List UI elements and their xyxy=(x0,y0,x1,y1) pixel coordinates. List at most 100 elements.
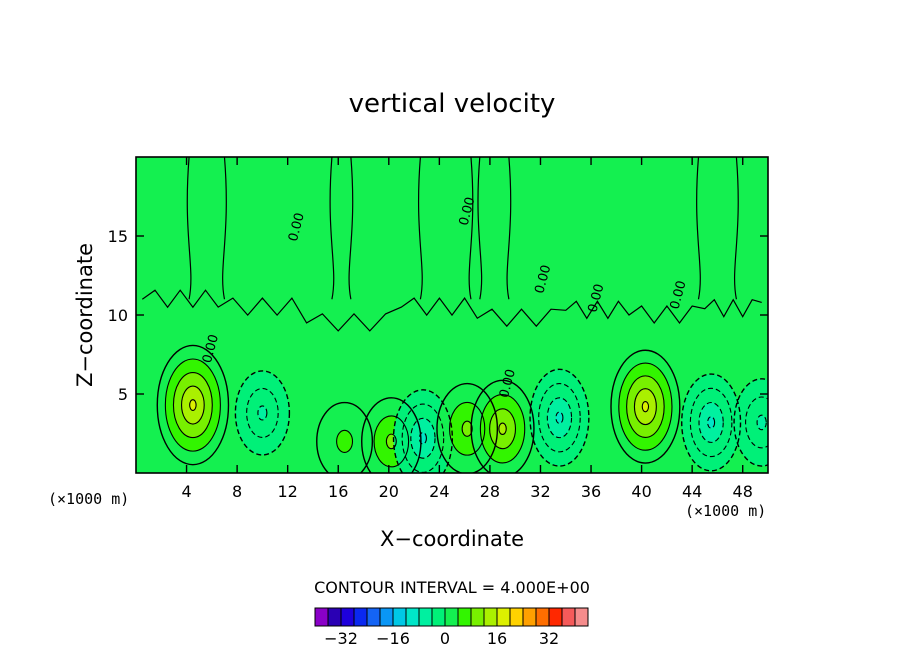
contour-line xyxy=(461,420,473,437)
y-tick-label: 10 xyxy=(108,306,128,325)
field-feature-downdraft xyxy=(393,389,453,473)
colorbar-tick-label: −16 xyxy=(376,629,410,648)
contour-fill xyxy=(498,423,507,435)
contour-line xyxy=(234,370,291,456)
colorbar-cell xyxy=(353,607,368,627)
contour-fill xyxy=(189,399,197,411)
colorbar-tick-label: 0 xyxy=(440,629,450,648)
colorbar-cell xyxy=(522,607,537,627)
x-axis-ticks: 4 8 12 16 20 24 28 32 36 40 44 48 xyxy=(181,157,753,501)
colorbar-cell xyxy=(561,607,576,627)
contour-line xyxy=(618,362,673,451)
colorbar-cell xyxy=(444,607,459,627)
field-feature-downdraft xyxy=(235,370,290,455)
plume-contour xyxy=(329,157,354,300)
zero-label: 0.00 xyxy=(286,211,308,243)
contour-line xyxy=(689,387,733,458)
contour-line xyxy=(172,372,213,439)
contour-line xyxy=(449,401,486,456)
x-unit-right: (×1000 m) xyxy=(685,502,766,520)
x-axis-label: X−coordinate xyxy=(380,527,524,551)
zero-label: 0.00 xyxy=(532,263,554,295)
contour-line xyxy=(181,385,205,425)
contour-fill xyxy=(462,421,473,437)
x-tick-label: 24 xyxy=(429,482,449,501)
colorbar-cell xyxy=(483,607,498,627)
contour-line xyxy=(361,397,422,473)
contour-line xyxy=(489,408,517,450)
contour-line xyxy=(373,415,410,468)
colorbar-cell xyxy=(548,607,563,627)
contour-line xyxy=(698,401,724,443)
contour-line xyxy=(529,368,590,467)
contour-line xyxy=(246,387,279,439)
contour-line xyxy=(189,399,197,412)
colorbar-tick-label: 32 xyxy=(539,629,559,648)
colorbar-cell xyxy=(496,607,511,627)
x-tick-label: 12 xyxy=(278,482,298,501)
field-feature-updraft xyxy=(316,402,373,473)
x-tick-label: 4 xyxy=(181,482,191,501)
colorbar-cell xyxy=(431,607,446,627)
contour-line xyxy=(641,400,650,413)
plume-contour xyxy=(417,157,474,300)
colorbar-cell xyxy=(379,607,394,627)
zero-contour-labels: 0.00 0.00 0.00 0.00 0.00 0.00 0.00 xyxy=(200,195,690,399)
zero-contour-upper xyxy=(141,289,762,332)
y-tick-label: 5 xyxy=(118,385,128,404)
colorbar-cell xyxy=(405,607,420,627)
contour-line xyxy=(164,358,221,452)
colorbar-cell xyxy=(418,607,433,627)
colorbar-cell xyxy=(327,607,342,627)
colorbar-cell xyxy=(509,607,524,627)
colorbar-cell xyxy=(470,607,485,627)
contour-line xyxy=(745,396,768,449)
x-tick-label: 48 xyxy=(733,482,753,501)
contour-line xyxy=(385,433,397,450)
contour-fill xyxy=(555,412,563,424)
contour-line xyxy=(707,416,716,429)
colorbar xyxy=(314,607,589,627)
contour-line xyxy=(538,382,581,453)
plume-contour xyxy=(696,157,739,300)
colorbar-tick-labels: −32 −16 0 16 32 xyxy=(324,629,559,648)
zero-label: 0.00 xyxy=(668,279,690,311)
contour-line xyxy=(555,411,564,424)
contour-fill xyxy=(757,415,767,430)
chart-title: vertical velocity xyxy=(349,89,556,119)
contour-line xyxy=(418,431,427,445)
contour-line xyxy=(610,349,681,464)
x-tick-label: 16 xyxy=(328,482,348,501)
x-tick-label: 36 xyxy=(581,482,601,501)
contour-line xyxy=(733,378,768,467)
contour-line xyxy=(316,401,374,473)
contour-line xyxy=(156,344,230,466)
contour-line xyxy=(257,405,268,421)
y-tick-label: 15 xyxy=(108,227,128,246)
y-axis-label: Z−coordinate xyxy=(73,243,97,387)
plume-contour xyxy=(477,157,512,300)
colorbar-cell xyxy=(535,607,550,627)
plume-contour xyxy=(186,157,227,300)
contour-fill xyxy=(642,401,649,412)
x-tick-label: 28 xyxy=(480,482,500,501)
zero-label: 0.00 xyxy=(586,282,608,314)
colorbar-tick-label: 16 xyxy=(487,629,507,648)
contour-line xyxy=(626,375,665,438)
contour-line xyxy=(498,422,507,436)
zero-label: 0.00 xyxy=(457,195,479,227)
colorbar-cell xyxy=(392,607,407,627)
colorbar-cell xyxy=(457,607,472,627)
contour-line xyxy=(681,373,742,472)
colorbar-cell xyxy=(366,607,381,627)
x-tick-label: 40 xyxy=(631,482,651,501)
contour-interval-label: CONTOUR INTERVAL = 4.000E+00 xyxy=(314,578,590,597)
x-tick-label: 44 xyxy=(682,482,702,501)
contour-line xyxy=(336,429,354,454)
x-tick-label: 8 xyxy=(232,482,242,501)
contour-line xyxy=(392,389,454,473)
x-unit-left: (×1000 m) xyxy=(48,490,129,508)
contour-line xyxy=(470,379,535,473)
zero-label: 0.00 xyxy=(497,368,519,400)
contour-fill xyxy=(257,405,267,420)
